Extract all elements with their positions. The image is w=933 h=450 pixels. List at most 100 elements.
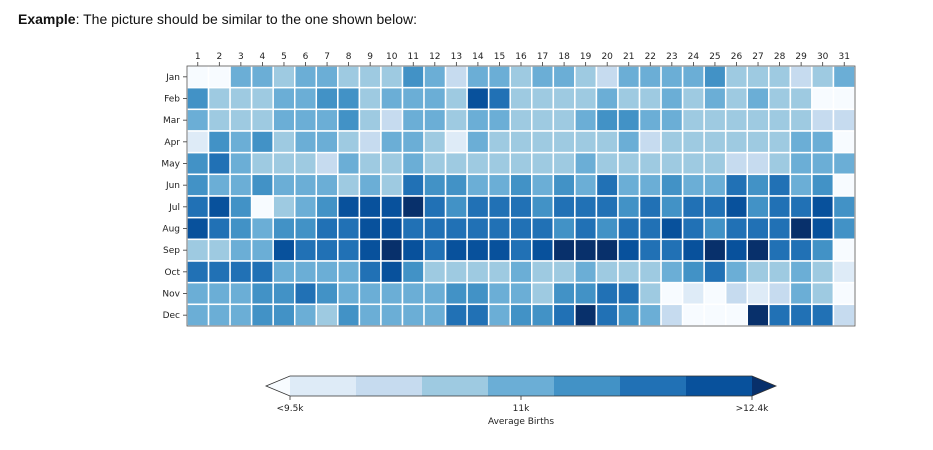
x-tick-label: 27	[752, 52, 763, 62]
heatmap-cell	[337, 281, 361, 306]
y-tick-label: Feb	[164, 95, 180, 105]
heatmap-cell	[724, 216, 749, 241]
heatmap-cell	[746, 173, 770, 197]
heatmap-cell	[660, 238, 684, 262]
heatmap-cell	[315, 195, 339, 219]
heatmap-cell	[293, 108, 318, 132]
heatmap-cell	[444, 108, 468, 132]
heatmap-cell	[358, 151, 382, 176]
heatmap-cell	[401, 65, 425, 89]
y-tick-label: Dec	[163, 311, 180, 321]
heatmap-cell	[380, 260, 404, 284]
heatmap-cell	[337, 303, 361, 327]
heatmap-cell	[207, 130, 231, 154]
heatmap-cell	[789, 281, 813, 306]
heatmap-cell	[703, 281, 727, 306]
heatmap-cell	[681, 86, 705, 111]
heatmap-cell	[638, 238, 662, 262]
heatmap-cell	[186, 195, 210, 219]
heatmap-cell	[638, 173, 662, 197]
x-tick-label: 24	[688, 52, 700, 62]
x-tick-label: 13	[451, 52, 462, 62]
y-tick-label: Nov	[162, 290, 180, 300]
heatmap-cell	[768, 108, 792, 132]
y-tick-label: Sep	[163, 246, 180, 256]
heatmap-cell	[380, 303, 404, 327]
heatmap-cell	[272, 216, 296, 241]
heatmap-cell	[746, 108, 770, 132]
heatmap-cell	[250, 173, 274, 197]
x-tick-label: 1	[195, 52, 201, 62]
heatmap-cell	[401, 108, 425, 132]
heatmap-cell	[401, 260, 425, 284]
heatmap-cell	[703, 151, 727, 176]
heatmap-cell	[293, 130, 318, 154]
heatmap-cell	[724, 281, 749, 306]
heatmap-cell	[315, 130, 339, 154]
heatmap-cell	[229, 151, 253, 176]
heatmap-cell	[660, 108, 684, 132]
heatmap-cell	[724, 151, 749, 176]
heatmap-cell	[811, 86, 835, 111]
heatmap-cell	[660, 260, 684, 284]
heatmap-cell	[186, 151, 210, 176]
heatmap-cell	[229, 195, 253, 219]
heatmap-cell	[401, 238, 425, 262]
colorbar-segment	[686, 376, 753, 396]
heatmap-cell	[789, 238, 813, 262]
heatmap-cell	[423, 173, 447, 197]
heatmap-cell	[681, 281, 705, 306]
heatmap-cell	[186, 130, 210, 154]
heatmap-cell	[595, 260, 619, 284]
heatmap-cell	[531, 173, 555, 197]
heatmap-cell	[250, 216, 274, 241]
heatmap-cell	[250, 303, 274, 327]
heatmap-cell	[272, 260, 296, 284]
heatmap-cell	[466, 195, 490, 219]
x-tick-label: 29	[795, 52, 807, 62]
heatmap-cell	[768, 216, 792, 241]
heatmap-cell	[423, 238, 447, 262]
heatmap-cell	[552, 65, 576, 89]
heatmap-cell	[531, 216, 555, 241]
heatmap-cell	[207, 281, 231, 306]
heatmap-cell	[380, 216, 404, 241]
heatmap-cell	[337, 65, 361, 89]
heatmap-cell	[789, 216, 813, 241]
heatmap-cell	[789, 130, 813, 154]
x-tick-label: 15	[494, 52, 505, 62]
heatmap-cell	[531, 65, 555, 89]
heatmap-cell	[660, 86, 684, 111]
x-tick-label: 17	[537, 52, 548, 62]
heatmap-cell	[380, 173, 404, 197]
heatmap-cell	[531, 195, 555, 219]
heatmap-cell	[703, 216, 727, 241]
heatmap-cell	[358, 281, 382, 306]
heatmap-cell	[681, 238, 705, 262]
heatmap-cell	[380, 151, 404, 176]
heatmap-cell	[293, 86, 318, 111]
heatmap-cell	[466, 216, 490, 241]
x-tick-label: 10	[386, 52, 398, 62]
heatmap-cell	[660, 303, 684, 327]
heatmap-cell	[531, 108, 555, 132]
heatmap-cell	[789, 65, 813, 89]
heatmap-cell	[746, 86, 770, 111]
heatmap-cell	[315, 86, 339, 111]
heatmap-cell	[617, 65, 641, 89]
heatmap-cell	[638, 216, 662, 241]
heatmap-cell	[789, 173, 813, 197]
y-tick-label: May	[161, 160, 180, 170]
x-tick-label: 8	[346, 52, 352, 62]
x-tick-label: 31	[838, 52, 849, 62]
heatmap-cell	[444, 151, 468, 176]
x-tick-label: 23	[666, 52, 677, 62]
heatmap-cell	[811, 130, 835, 154]
heatmap-cell	[423, 281, 447, 306]
heatmap-cell	[574, 173, 598, 197]
heatmap-cell	[574, 65, 598, 89]
heatmap-cell	[811, 260, 835, 284]
heatmap-cell	[315, 281, 339, 306]
heatmap-cell	[358, 173, 382, 197]
heatmap-cell	[832, 65, 856, 89]
